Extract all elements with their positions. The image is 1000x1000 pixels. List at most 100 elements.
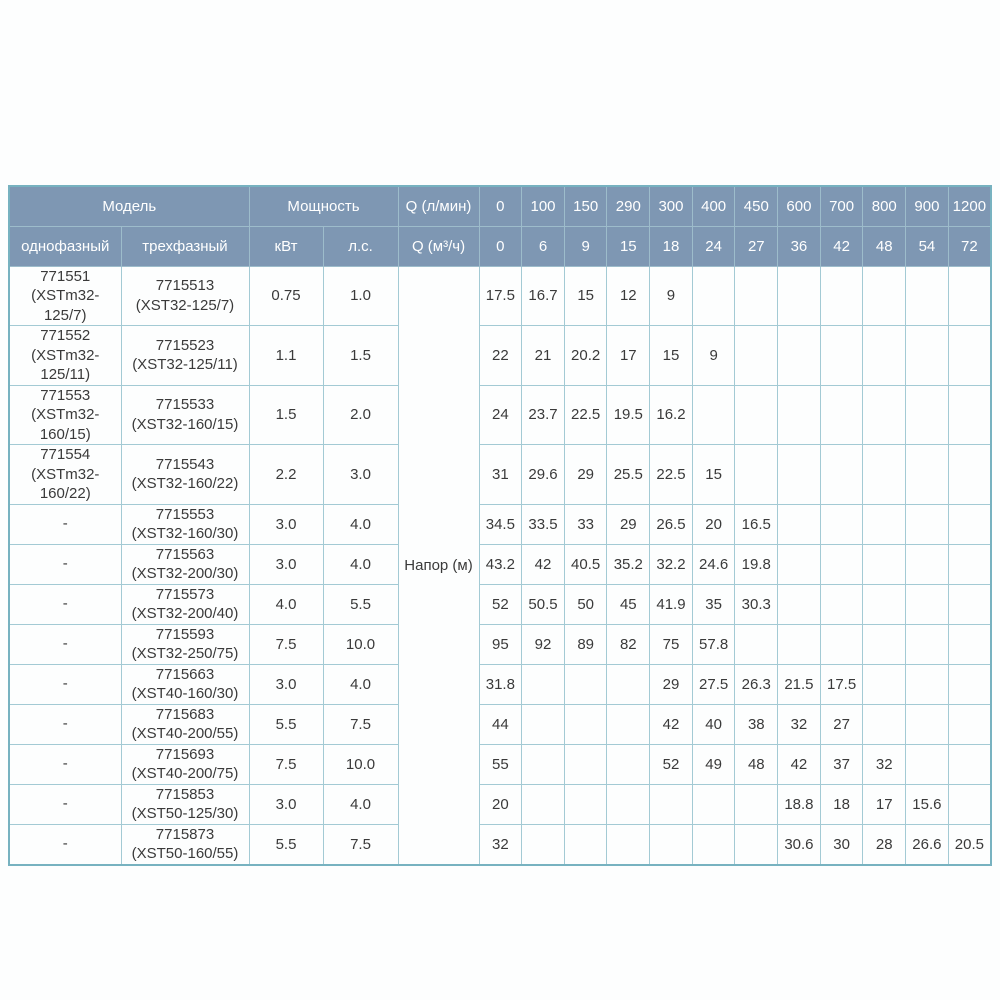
head-value-cell: 31 <box>478 444 523 505</box>
model-three-cell: 7715553 (XST32-160/30) <box>120 503 250 545</box>
model-single-cell: - <box>8 583 122 625</box>
head-value-cell: 21 <box>521 325 565 386</box>
head-value-cell: 24 <box>478 384 523 445</box>
kw-cell: 1.1 <box>248 325 324 386</box>
model-three-cell: 7715693 (XST40-200/75) <box>120 743 250 785</box>
head-value-cell: 40 <box>691 703 736 745</box>
head-value-cell: 20 <box>691 503 736 545</box>
head-value-cell: 33 <box>563 503 608 545</box>
table-row: -7715693 (XST40-200/75) 7.5 10.0 55 52 49 48 42… <box>8 743 992 785</box>
head-value-cell <box>862 384 907 445</box>
head-value-cell: 42 <box>521 543 565 585</box>
flow-lmin-value-header: 0 <box>478 185 523 227</box>
kw-cell: 0.75 <box>248 265 324 326</box>
head-value-cell: 18 <box>819 783 864 825</box>
head-value-cell <box>819 503 864 545</box>
head-value-cell <box>777 325 821 386</box>
head-value-cell <box>819 543 864 585</box>
table-row: 771551 (XSTm32-125/7) 7715513 (XST32-125/… <box>8 265 992 865</box>
model-single-cell: - <box>8 663 122 705</box>
head-value-cell: 22.5 <box>649 444 693 505</box>
head-value-cell <box>777 265 821 326</box>
head-value-cell: 17 <box>862 783 907 825</box>
flow-m3h-value-header: 27 <box>734 225 779 267</box>
model-three-cell: 7715563 (XST32-200/30) <box>120 543 250 585</box>
pump-spec-table: Модель Мощность Q (л/мин) 0 100 150 290 300 4… <box>8 185 992 866</box>
head-value-cell <box>563 743 608 785</box>
kw-cell: 3.0 <box>248 503 324 545</box>
head-value-cell: 82 <box>606 623 651 665</box>
flow-m3h-value-header: 6 <box>521 225 565 267</box>
single-phase-header: однофазный <box>8 225 122 267</box>
head-value-cell <box>905 444 949 505</box>
head-value-cell <box>777 543 821 585</box>
head-value-cell: 29.6 <box>521 444 565 505</box>
table-row: -7715563 (XST32-200/30) 3.0 4.0 43.2 42 40.5 3… <box>8 543 992 585</box>
table-body: 771551 (XSTm32-125/7) 7715513 (XST32-125/… <box>8 265 992 865</box>
head-value-cell <box>905 663 949 705</box>
head-value-cell <box>905 623 949 665</box>
head-value-cell: 9 <box>691 325 736 386</box>
head-value-cell <box>777 583 821 625</box>
head-value-cell <box>734 325 779 386</box>
model-three-cell: 7715683 (XST40-200/55) <box>120 703 250 745</box>
table-row: -7715873 (XST50-160/55) 5.5 7.5 32 30.6 30 28 2… <box>8 823 992 865</box>
head-value-cell <box>905 503 949 545</box>
hp-cell: 4.0 <box>322 663 399 705</box>
flow-m3h-value-header: 24 <box>691 225 736 267</box>
head-value-cell: 57.8 <box>691 623 736 665</box>
head-value-cell: 27 <box>819 703 864 745</box>
head-value-cell <box>606 823 651 865</box>
head-value-cell <box>905 583 949 625</box>
flow-m3h-value-header: 0 <box>478 225 523 267</box>
hp-cell: 7.5 <box>322 703 399 745</box>
head-value-cell: 19.5 <box>606 384 651 445</box>
head-value-cell <box>947 503 992 545</box>
hp-cell: 10.0 <box>322 743 399 785</box>
head-value-cell: 30.3 <box>734 583 779 625</box>
model-single-cell: 771551 (XSTm32-125/7) <box>8 265 122 326</box>
head-value-cell: 37 <box>819 743 864 785</box>
head-value-cell <box>606 743 651 785</box>
head-value-cell <box>862 265 907 326</box>
head-value-cell <box>734 384 779 445</box>
head-value-cell: 20.5 <box>947 823 992 865</box>
hp-cell: 5.5 <box>322 583 399 625</box>
head-value-cell <box>819 325 864 386</box>
head-value-cell: 35 <box>691 583 736 625</box>
head-value-cell: 12 <box>606 265 651 326</box>
kw-cell: 3.0 <box>248 663 324 705</box>
head-value-cell: 29 <box>606 503 651 545</box>
flow-m3h-value-header: 72 <box>947 225 992 267</box>
head-value-cell: 21.5 <box>777 663 821 705</box>
flow-m3h-value-header: 54 <box>905 225 949 267</box>
flow-m3h-value-header: 18 <box>649 225 693 267</box>
three-phase-header: трехфазный <box>120 225 250 267</box>
head-value-cell: 43.2 <box>478 543 523 585</box>
head-value-cell <box>947 583 992 625</box>
head-value-cell <box>905 265 949 326</box>
flow-m3h-value-header: 48 <box>862 225 907 267</box>
head-value-cell <box>862 503 907 545</box>
flow-lmin-value-header: 400 <box>691 185 736 227</box>
model-single-cell: 771553 (XSTm32-160/15) <box>8 384 122 445</box>
model-three-cell: 7715533 (XST32-160/15) <box>120 384 250 445</box>
head-value-cell: 35.2 <box>606 543 651 585</box>
head-value-cell <box>521 703 565 745</box>
head-value-cell <box>947 384 992 445</box>
head-value-cell: 30.6 <box>777 823 821 865</box>
head-value-cell <box>606 663 651 705</box>
head-value-cell: 33.5 <box>521 503 565 545</box>
head-value-cell <box>947 444 992 505</box>
head-value-cell: 50 <box>563 583 608 625</box>
power-header: Мощность <box>248 185 399 227</box>
kw-cell: 5.5 <box>248 703 324 745</box>
head-value-cell <box>691 823 736 865</box>
head-value-cell: 16.2 <box>649 384 693 445</box>
table-row: 771554 (XSTm32-160/22) 7715543 (XST32-160… <box>8 444 992 505</box>
table-header: Модель Мощность Q (л/мин) 0 100 150 290 300 4… <box>8 185 992 267</box>
head-value-cell: 75 <box>649 623 693 665</box>
flow-lmin-value-header: 450 <box>734 185 779 227</box>
head-value-cell: 44 <box>478 703 523 745</box>
table-row: -7715683 (XST40-200/55) 5.5 7.5 44 42 40 38 32 2… <box>8 703 992 745</box>
